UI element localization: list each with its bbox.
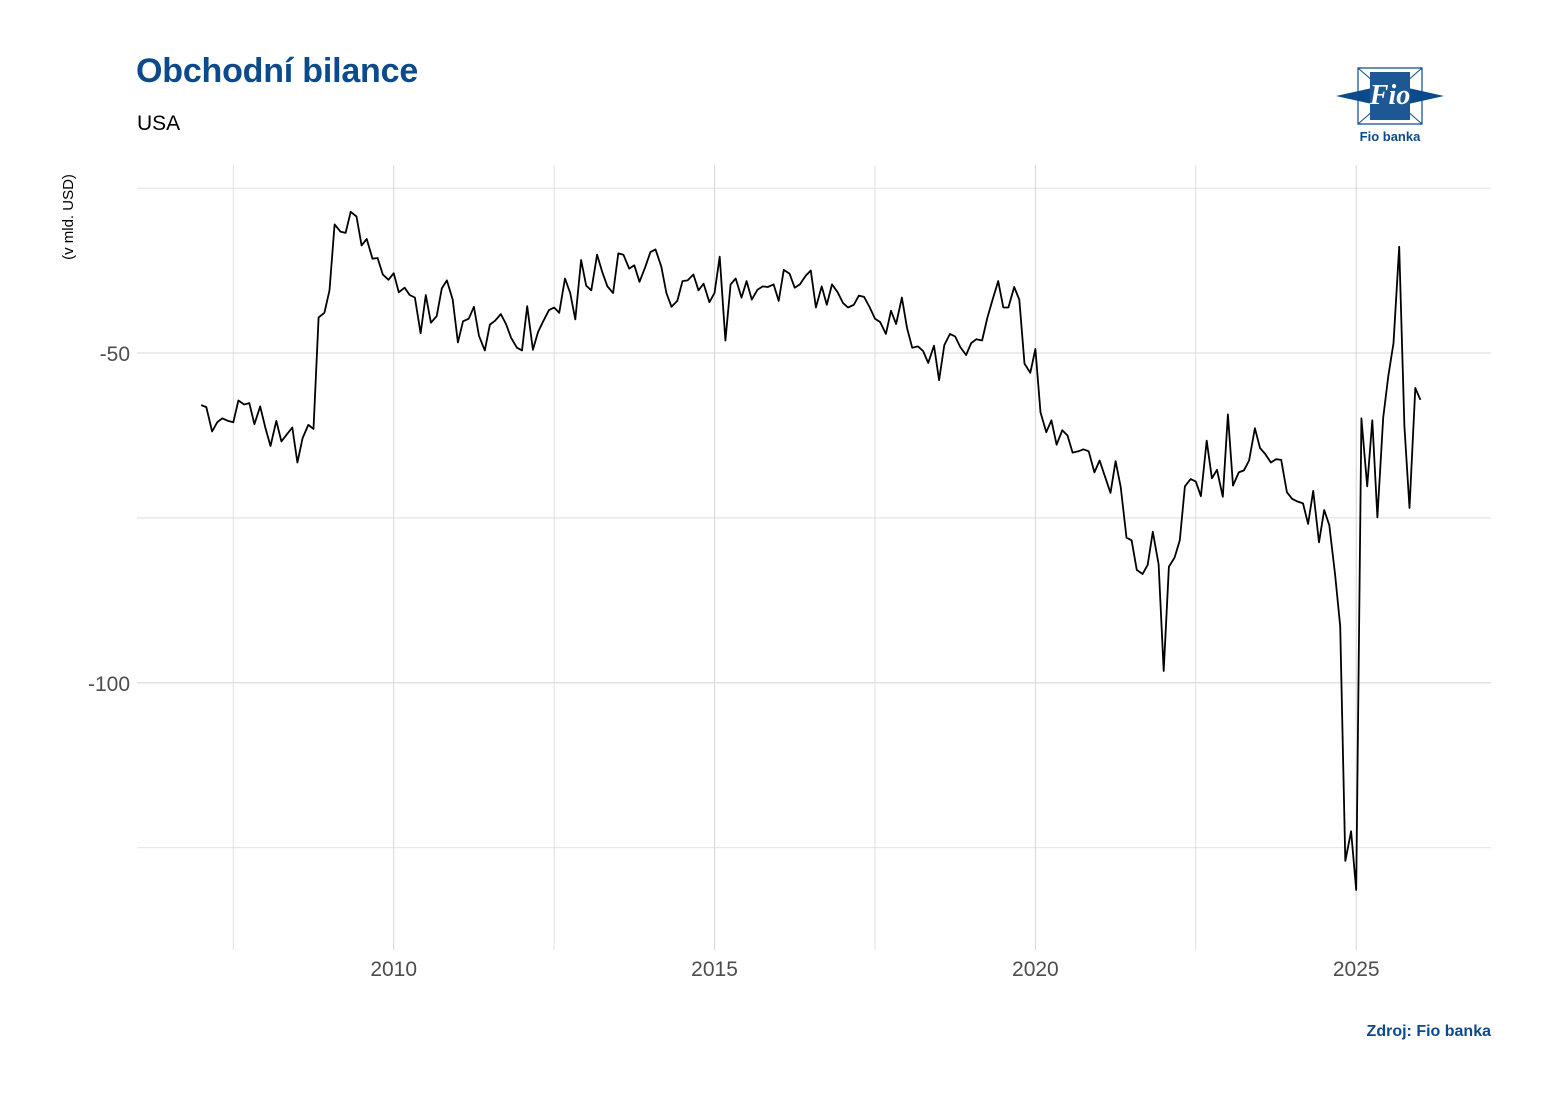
- chart-title: Obchodní bilance: [136, 52, 419, 90]
- x-tick-label: 2020: [1012, 958, 1059, 981]
- fio-banka-logo-icon: Fio: [1336, 67, 1444, 125]
- x-tick-label: 2010: [370, 958, 417, 981]
- y-tick-label: -50: [100, 343, 130, 366]
- y-tick-label: -100: [88, 673, 130, 696]
- x-tick-label: 2015: [691, 958, 738, 981]
- minor-gridlines: [137, 165, 1491, 950]
- y-tick-labels: -50 -100: [88, 343, 130, 696]
- chart-subtitle: USA: [137, 112, 181, 135]
- series-line: [200, 210, 1422, 891]
- logo-mark: Fio: [1369, 80, 1410, 111]
- x-tick-label: 2025: [1333, 958, 1380, 981]
- x-tick-labels: 2010 2015 2020 2025: [370, 958, 1379, 981]
- major-gridlines: [137, 165, 1491, 950]
- source-note: Zdroj: Fio banka: [1366, 1023, 1491, 1040]
- logo-text: Fio banka: [1359, 129, 1421, 144]
